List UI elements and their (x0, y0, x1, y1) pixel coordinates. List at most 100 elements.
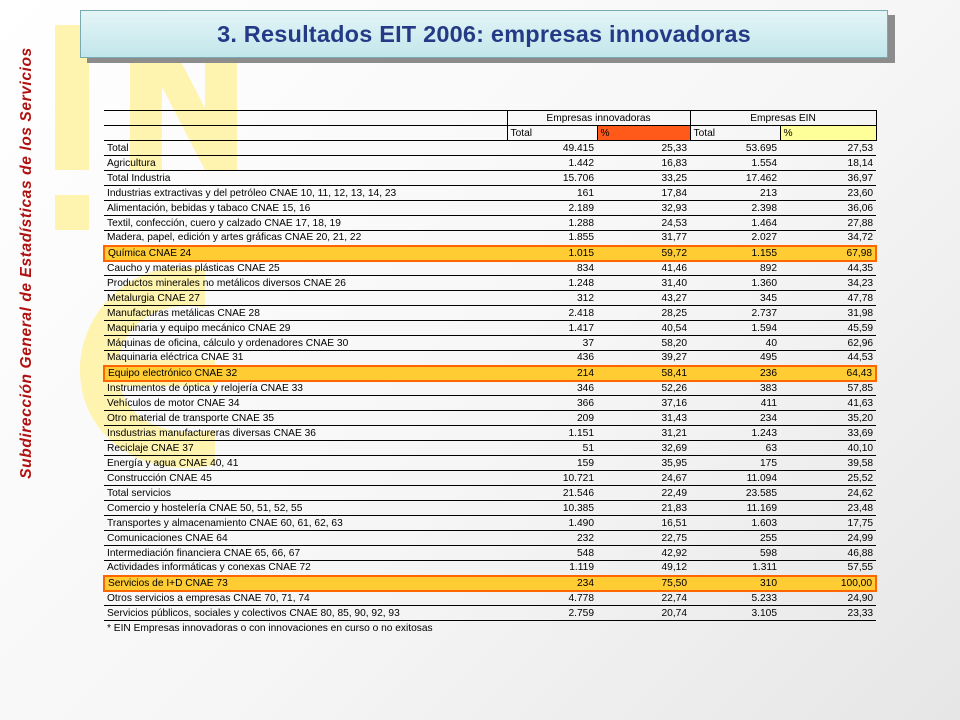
total-ein-cell: 236 (690, 364, 781, 382)
pct-innov-cell: 39,27 (597, 350, 691, 366)
pct-innov-cell: 22,75 (597, 530, 691, 546)
table-row: Total 49.415 25,33 53.695 27,53 (104, 140, 877, 156)
row-label: Instrumentos de óptica y relojería CNAE … (104, 380, 507, 396)
pct-innov-cell: 42,92 (597, 545, 691, 561)
total-ein-cell: 1.594 (690, 320, 781, 336)
pct-innov-cell: 52,26 (597, 380, 691, 396)
header-total-innov: Total (506, 125, 597, 141)
total-innov-cell: 346 (507, 380, 597, 396)
total-innov-cell: 1.288 (507, 215, 597, 231)
total-innov-cell: 10.721 (507, 470, 597, 486)
total-innov-cell: 37 (507, 335, 597, 351)
results-table: Empresas innovadoras Empresas EIN Total … (103, 110, 878, 636)
row-label: Metalurgia CNAE 27 (104, 290, 507, 306)
table-row: Total Industria 15.706 33,25 17.462 36,97 (104, 170, 877, 186)
pct-ein-cell: 47,78 (780, 290, 877, 306)
pct-ein-cell: 67,98 (780, 244, 878, 262)
pct-ein-cell: 39,58 (780, 455, 877, 471)
row-label: Industrias extractivas y del petróleo CN… (104, 185, 507, 201)
pct-innov-cell: 31,43 (597, 410, 691, 426)
pct-innov-cell: 43,27 (597, 290, 691, 306)
pct-ein-cell: 44,35 (780, 260, 877, 276)
row-label: Agricultura (104, 155, 507, 171)
row-label: Total servicios (104, 485, 507, 501)
pct-ein-cell: 24,99 (780, 530, 877, 546)
pct-innov-cell: 32,93 (597, 200, 691, 216)
table-row: Comunicaciones CNAE 64 232 22,75 255 24,99 (104, 530, 877, 546)
pct-ein-cell: 40,10 (780, 440, 877, 456)
pct-ein-cell: 33,69 (780, 425, 877, 441)
total-ein-cell: 11.094 (690, 470, 781, 486)
pct-ein-cell: 34,72 (780, 230, 877, 246)
total-ein-cell: 17.462 (690, 170, 781, 186)
pct-innov-cell: 25,33 (597, 140, 691, 156)
total-innov-cell: 232 (507, 530, 597, 546)
total-ein-cell: 345 (690, 290, 781, 306)
total-innov-cell: 49.415 (507, 140, 597, 156)
total-innov-cell: 15.706 (507, 170, 597, 186)
header-blank (104, 110, 507, 126)
row-label: Otros servicios a empresas CNAE 70, 71, … (104, 590, 507, 606)
row-label: Manufacturas metálicas CNAE 28 (104, 305, 507, 321)
row-label: Textil, confección, cuero y calzado CNAE… (104, 215, 507, 231)
table-row: Productos minerales no metálicos diverso… (104, 275, 877, 291)
pct-innov-cell: 35,95 (597, 455, 691, 471)
pct-ein-cell: 27,88 (780, 215, 877, 231)
pct-innov-cell: 24,67 (597, 470, 691, 486)
total-innov-cell: 312 (507, 290, 597, 306)
pct-ein-cell: 24,90 (780, 590, 877, 606)
pct-ein-cell: 45,59 (780, 320, 877, 336)
table-row: Reciclaje CNAE 37 51 32,69 63 40,10 (104, 440, 877, 456)
total-ein-cell: 411 (690, 395, 781, 411)
total-innov-cell: 1.855 (507, 230, 597, 246)
table-row: Máquinas de oficina, cálculo y ordenador… (104, 335, 877, 351)
row-label: Reciclaje CNAE 37 (104, 440, 507, 456)
table-row: Metalurgia CNAE 27 312 43,27 345 47,78 (104, 290, 877, 306)
table-row: Otros servicios a empresas CNAE 70, 71, … (104, 590, 877, 606)
pct-ein-cell: 36,06 (780, 200, 877, 216)
pct-innov-cell: 59,72 (597, 244, 691, 262)
total-innov-cell: 159 (507, 455, 597, 471)
footnote: * EIN Empresas innovadoras o con innovac… (107, 622, 433, 634)
table-row-highlighted: Servicios de I+D CNAE 73 234 75,50 310 100,0… (103, 574, 878, 592)
pct-innov-cell: 24,53 (597, 215, 691, 231)
total-innov-cell: 548 (507, 545, 597, 561)
total-innov-cell: 161 (507, 185, 597, 201)
header-empresas-ein: Empresas EIN (690, 110, 877, 126)
total-ein-cell: 2.737 (690, 305, 781, 321)
header-blank (104, 125, 507, 141)
table-row: Maquinaria eléctrica CNAE 31 436 39,27 495 4… (104, 350, 877, 366)
row-label: Productos minerales no metálicos diverso… (104, 275, 507, 291)
row-label: Intermediación financiera CNAE 65, 66, 6… (104, 545, 507, 561)
total-ein-cell: 310 (690, 574, 781, 592)
page-title: 3. Resultados EIT 2006: empresas innovad… (217, 20, 751, 47)
total-ein-cell: 2.027 (690, 230, 781, 246)
total-ein-cell: 11.169 (690, 500, 781, 516)
pct-ein-cell: 23,48 (780, 500, 877, 516)
side-label-text: Subdirección General de Estadísticas de … (18, 47, 36, 479)
pct-innov-cell: 16,51 (597, 515, 691, 531)
total-ein-cell: 213 (690, 185, 781, 201)
total-ein-cell: 1.360 (690, 275, 781, 291)
side-label-vertical: Subdirección General de Estadísticas de … (16, 18, 38, 508)
total-innov-cell: 4.778 (507, 590, 597, 606)
pct-ein-cell: 17,75 (780, 515, 877, 531)
row-label: Maquinaria y equipo mecánico CNAE 29 (104, 320, 507, 336)
total-innov-cell: 2.189 (507, 200, 597, 216)
total-innov-cell: 214 (507, 364, 597, 382)
pct-innov-cell: 20,74 (597, 605, 691, 621)
row-label: Máquinas de oficina, cálculo y ordenador… (104, 335, 507, 351)
pct-ein-cell: 27,53 (780, 140, 877, 156)
pct-innov-cell: 75,50 (597, 574, 691, 592)
row-label: Caucho y materias plásticas CNAE 25 (104, 260, 507, 276)
pct-ein-cell: 35,20 (780, 410, 877, 426)
table-row: Insdustrias manufactureras diversas CNAE… (104, 425, 877, 441)
row-label: Energía y agua CNAE 40, 41 (104, 455, 507, 471)
pct-innov-cell: 49,12 (597, 560, 691, 576)
total-innov-cell: 209 (507, 410, 597, 426)
total-innov-cell: 834 (507, 260, 597, 276)
table-row: Comercio y hostelería CNAE 50, 51, 52, 5… (104, 500, 877, 516)
total-ein-cell: 63 (690, 440, 781, 456)
pct-innov-cell: 22,49 (597, 485, 691, 501)
row-label: Vehículos de motor CNAE 34 (104, 395, 507, 411)
